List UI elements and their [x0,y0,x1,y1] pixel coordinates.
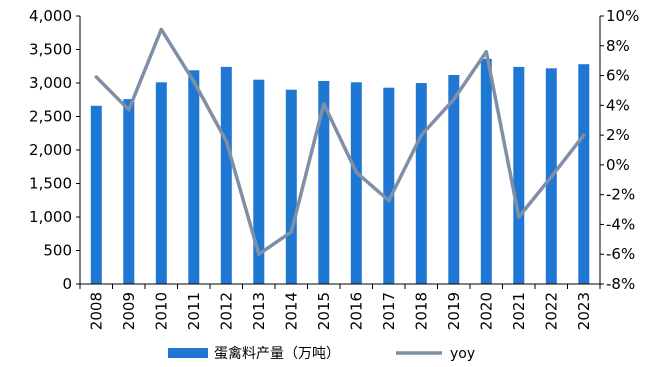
x-tick-label-2010: 2010 [152,292,170,330]
bar-2013 [253,79,265,284]
left-tick-label: 500 [43,242,72,260]
left-tick-label: 1,500 [29,175,72,193]
x-tick-label-2018: 2018 [412,292,430,330]
left-tick-label: 1,000 [29,208,72,226]
bar-2015 [318,81,330,284]
left-tick-label: 4,000 [29,7,72,25]
x-tick-label-2013: 2013 [250,292,268,330]
x-tick-label-2019: 2019 [445,292,463,330]
right-tick-label: -4% [606,215,635,233]
legend-line-label: yoy [450,346,475,362]
x-axis-ticks: 2008 2009 2010 2011 2012 2013 2014 2015 2016 2017… [87,292,593,330]
bar-2023 [578,64,590,284]
bar-2010 [155,82,167,284]
right-tick-label: 10% [606,7,639,25]
bar-2012 [220,66,232,285]
bar-2014 [285,89,297,284]
right-tick-label: 0% [606,156,630,174]
axes [76,15,604,289]
left-axis-ticks: 0 500 1,000 1,500 2,000 2,500 3,000 3,500 4,000 [29,7,72,293]
left-tick-label: 2,500 [29,108,72,126]
x-tick-label-2021: 2021 [510,292,528,330]
x-tick-label-2009: 2009 [120,292,138,330]
bar-2011 [188,70,200,284]
right-axis-ticks: -8% -6% -4% -2% 0% 2% 4% 6% 8% 10% [606,7,639,293]
x-tick-label-2016: 2016 [347,292,365,330]
bar-2020 [480,58,492,285]
x-tick-label-2020: 2020 [477,292,495,330]
x-tick-label-2017: 2017 [380,292,398,330]
bar-2016 [350,82,362,284]
bar-2019 [448,75,460,284]
bar-2021 [513,66,525,285]
x-tick-label-2015: 2015 [315,292,333,330]
bar-2008 [90,105,102,284]
right-tick-label: -8% [606,275,635,293]
x-tick-label-2014: 2014 [282,292,300,330]
right-tick-label: -6% [606,245,635,263]
left-tick-label: 3,000 [29,74,72,92]
right-tick-label: 2% [606,126,630,144]
bar-series [90,58,590,285]
right-tick-label: 8% [606,37,630,55]
legend-bar-swatch [168,348,208,358]
x-tick-label-2008: 2008 [87,292,105,330]
x-tick-label-2023: 2023 [575,292,593,330]
yoy-line [94,27,586,256]
bar-2018 [415,83,427,284]
legend-bar-label: 蛋禽料产量（万吨） [214,345,340,362]
legend: 蛋禽料产量（万吨） yoy [168,345,475,362]
bar-2017 [383,87,395,284]
left-tick-label: 2,000 [29,141,72,159]
x-tick-label-2012: 2012 [217,292,235,330]
left-tick-label: 3,500 [29,41,72,59]
right-tick-label: -2% [606,186,635,204]
yoy-line-series [94,27,586,256]
right-tick-label: 4% [606,96,630,114]
left-tick-label: 0 [62,275,72,293]
right-tick-label: 6% [606,67,630,85]
x-tick-label-2022: 2022 [542,292,560,330]
x-tick-label-2011: 2011 [185,292,203,330]
bar-2009 [123,99,135,284]
